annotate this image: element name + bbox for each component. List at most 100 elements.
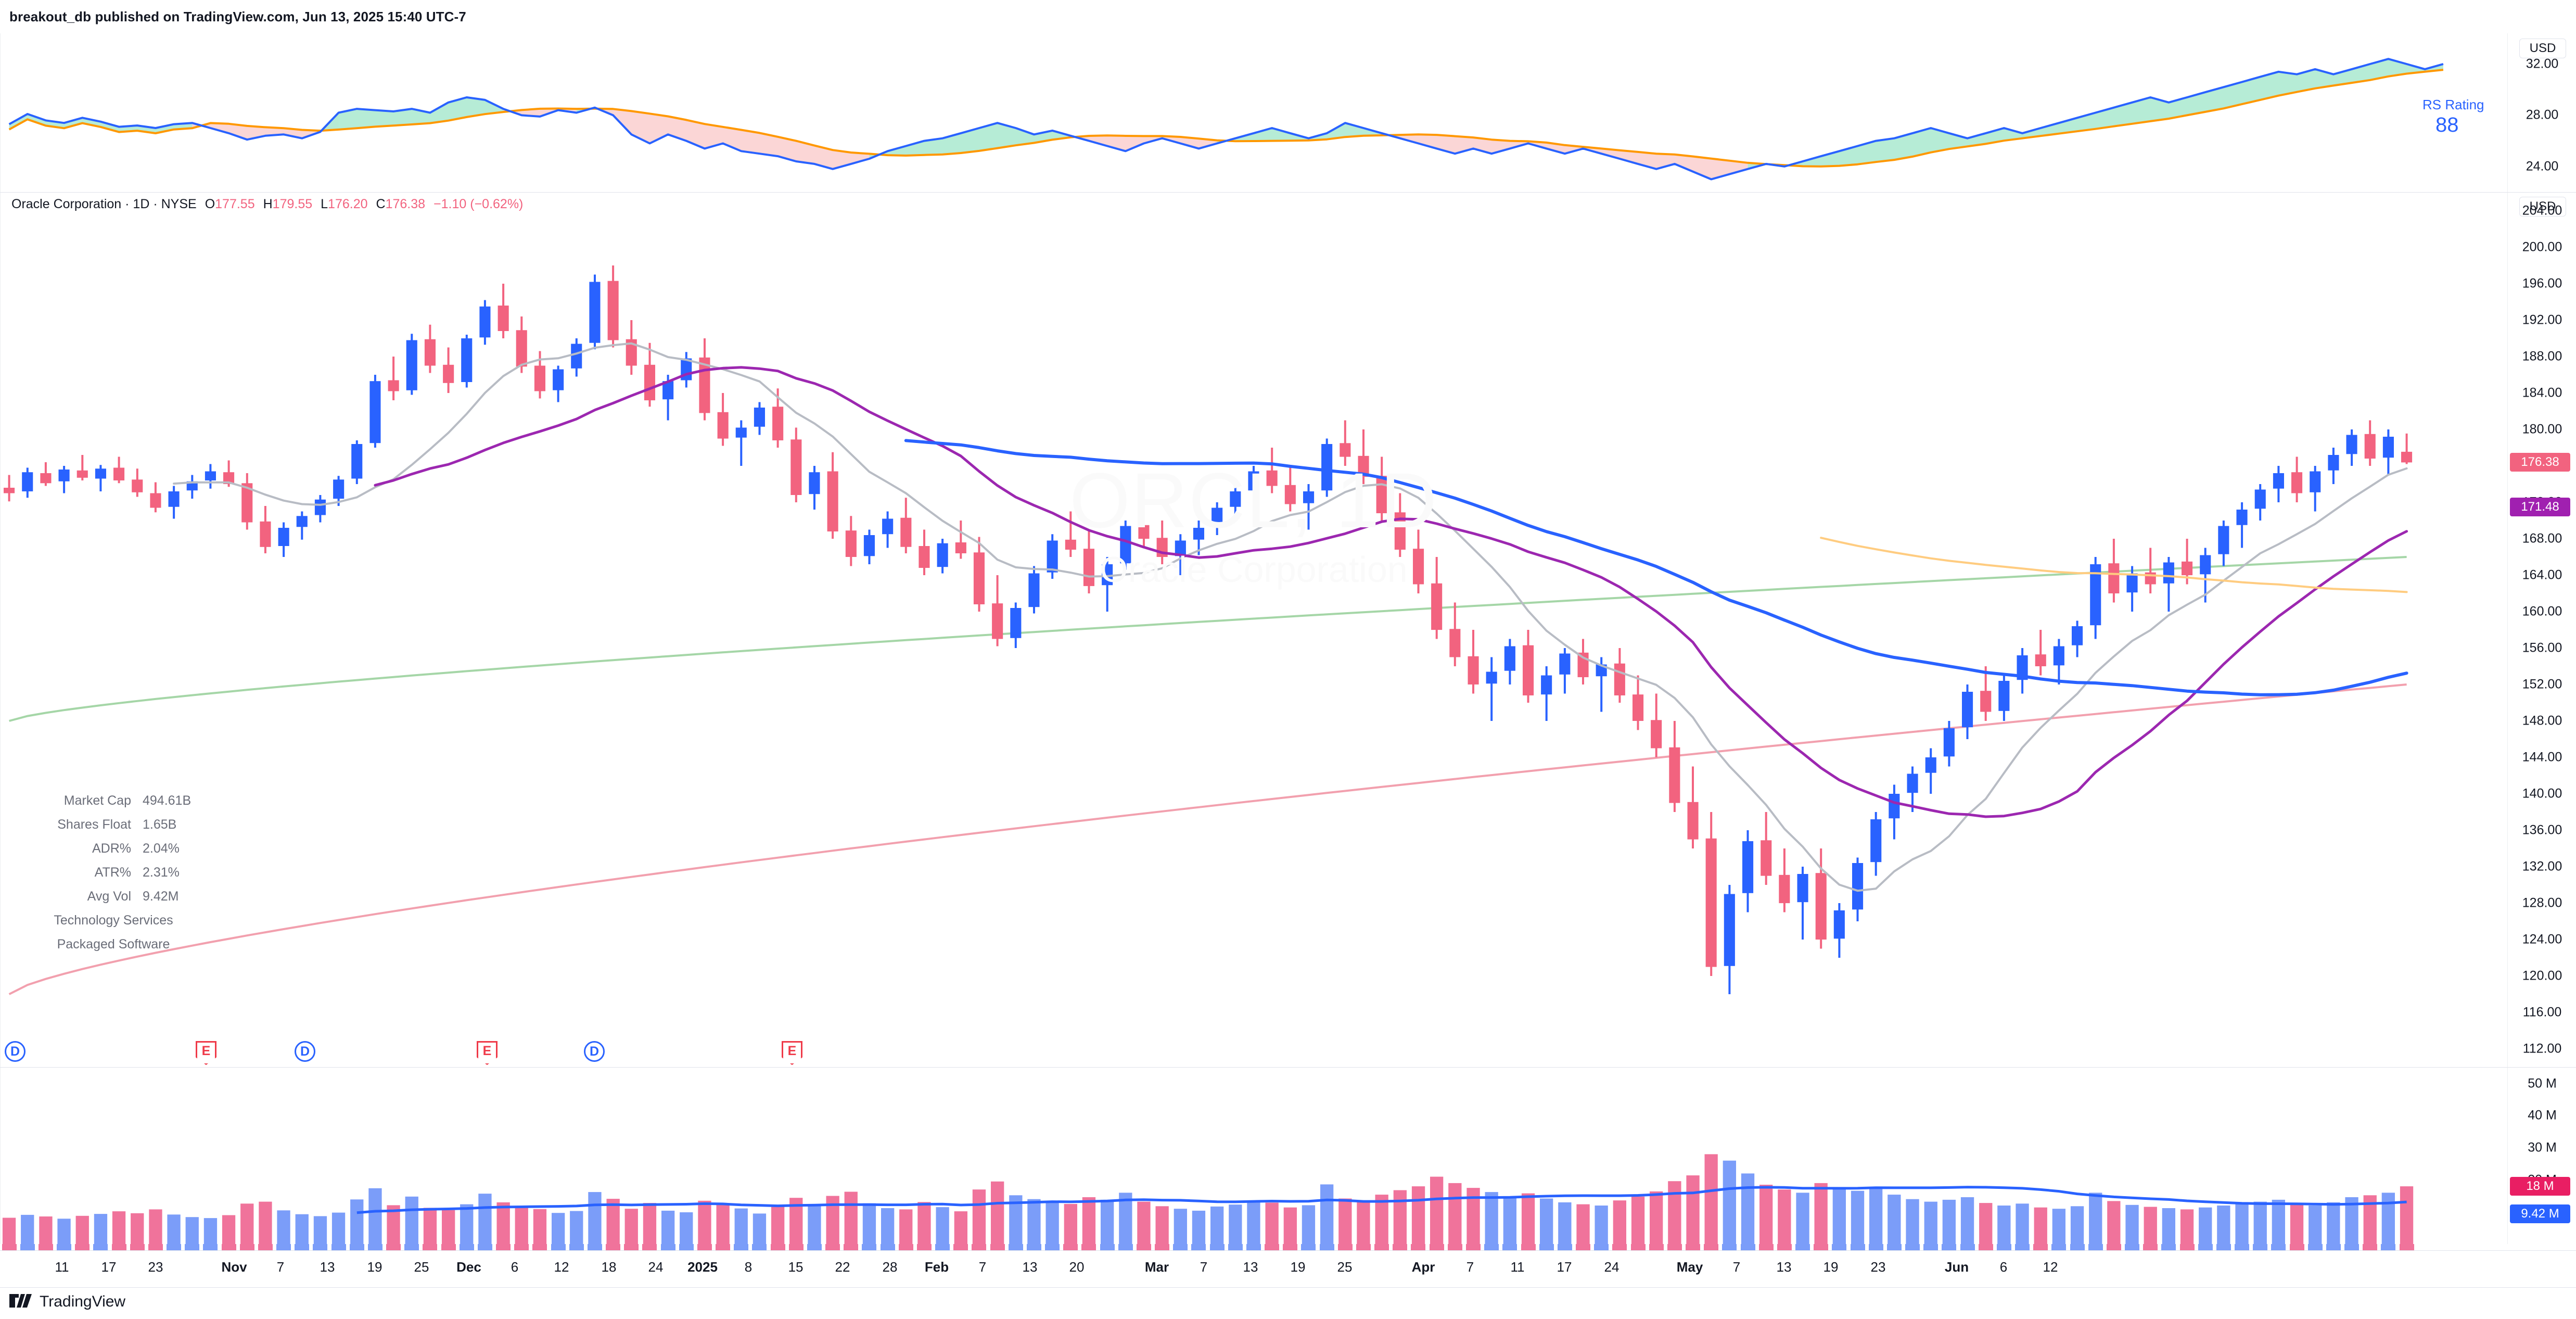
price-axis-tick: 200.00 <box>2522 239 2562 255</box>
session-cell <box>20 1244 35 1250</box>
session-cell <box>185 1244 200 1250</box>
session-cell <box>1649 1244 1664 1250</box>
tradingview-brand-text: TradingView <box>40 1293 126 1310</box>
session-cell <box>1795 1244 1810 1250</box>
stats-key: Market Cap <box>63 793 131 808</box>
legend-high-value: 179.55 <box>272 197 313 211</box>
stats-industry: Packaged Software <box>11 932 215 956</box>
session-cell <box>1886 1244 1902 1250</box>
chart-legend[interactable]: Oracle Corporation · 1D · NYSE O 177.55 … <box>11 197 523 212</box>
session-cell <box>221 1244 236 1250</box>
session-cell <box>1612 1244 1627 1250</box>
stats-row: ATR% 2.31% <box>11 860 215 884</box>
session-cell <box>2271 1244 2286 1250</box>
session-cell <box>734 1244 749 1250</box>
session-cell <box>1923 1244 1939 1250</box>
volume-plot[interactable] <box>0 1068 2507 1244</box>
legend-symbol[interactable]: Oracle Corporation · 1D · NYSE <box>11 197 197 211</box>
dividend-marker[interactable]: D <box>584 1041 605 1062</box>
tradingview-footer[interactable]: TradingView <box>9 1293 125 1311</box>
time-axis-tick: 7 <box>1200 1259 1208 1275</box>
session-cell <box>1667 1244 1682 1250</box>
candlestick-plot[interactable] <box>0 193 2507 1067</box>
earnings-marker[interactable]: E <box>477 1041 498 1065</box>
time-axis-tick: Feb <box>924 1259 949 1275</box>
time-axis-tick: 24 <box>648 1259 664 1275</box>
time-axis-bottom-border <box>0 1287 2576 1288</box>
session-cell <box>148 1244 163 1250</box>
time-axis-tick: 13 <box>320 1259 335 1275</box>
publish-header: breakout_db published on TradingView.com… <box>0 0 2576 33</box>
price-axis-tick: 180.00 <box>2522 422 2562 437</box>
session-cell <box>972 1244 987 1250</box>
session-cell <box>898 1244 913 1250</box>
rs-rating-plot[interactable] <box>0 33 2507 192</box>
stats-key: Avg Vol <box>87 889 131 904</box>
session-cell <box>1594 1244 1609 1250</box>
session-cell <box>1502 1244 1517 1250</box>
time-axis-tick: 12 <box>554 1259 569 1275</box>
volume-pane: 50 M40 M30 M20 M18 M9.42 M <box>0 1068 2576 1244</box>
session-cell <box>93 1244 108 1250</box>
session-cell <box>331 1244 346 1250</box>
legend-open-value: 177.55 <box>215 197 255 211</box>
rs-currency-pill[interactable]: USD <box>2519 39 2566 58</box>
time-axis-tick: 19 <box>367 1259 382 1275</box>
dividend-marker[interactable]: D <box>5 1041 25 1062</box>
price-axis-badge[interactable]: 171.48 <box>2510 498 2570 517</box>
rs-rating-value: 88 <box>2435 113 2459 136</box>
session-cell <box>57 1244 72 1250</box>
session-cell <box>496 1244 511 1250</box>
rs-rating-price-axis[interactable]: USD 32.00 28.00 24.00 <box>2507 33 2576 192</box>
legend-close-key: C <box>376 197 386 211</box>
session-cell <box>1374 1244 1389 1250</box>
session-cell <box>1026 1244 1041 1250</box>
time-axis[interactable]: 11 17 23 Nov 7 13 19 25 Dec 6 12 18 24 2025 8 15 22 28 Feb… <box>0 1250 2576 1288</box>
session-cell <box>1868 1244 1883 1250</box>
session-cell <box>862 1244 877 1250</box>
session-cell <box>2 1244 17 1250</box>
legend-low-value: 176.20 <box>328 197 368 211</box>
session-cell <box>752 1244 767 1250</box>
earnings-marker[interactable]: E <box>196 1041 216 1065</box>
price-axis-tick: 140.00 <box>2522 786 2562 801</box>
volume-axis[interactable]: 50 M40 M30 M20 M18 M9.42 M <box>2507 1068 2576 1244</box>
session-cell <box>1905 1244 1920 1250</box>
price-axis-tick: 120.00 <box>2522 968 2562 983</box>
price-axis-tick: 124.00 <box>2522 932 2562 947</box>
session-cell <box>788 1244 804 1250</box>
stats-row: Avg Vol 9.42M <box>11 884 215 908</box>
pane-separator-1[interactable] <box>0 192 2576 193</box>
time-axis-tick: May <box>1676 1259 1703 1275</box>
price-axis[interactable]: USD 204.00 200.00 196.00 192.00 188.00 184.00… <box>2507 193 2576 1067</box>
session-cell <box>2307 1244 2323 1250</box>
price-axis-tick: 164.00 <box>2522 567 2562 582</box>
time-axis-tick: 19 <box>1290 1259 1306 1275</box>
session-cell <box>1081 1244 1096 1250</box>
pane-separator-2[interactable] <box>0 1067 2576 1068</box>
price-currency-pill[interactable]: USD <box>2519 197 2566 217</box>
tradingview-logo-icon <box>9 1294 32 1310</box>
dividend-marker[interactable]: D <box>295 1041 315 1062</box>
time-axis-tick: Nov <box>221 1259 247 1275</box>
session-cell <box>1960 1244 1975 1250</box>
session-cell <box>295 1244 310 1250</box>
price-axis-tick: 168.00 <box>2522 531 2562 546</box>
price-axis-badge[interactable]: 176.38 <box>2510 453 2570 472</box>
stats-key: Shares Float <box>57 817 131 832</box>
session-cell <box>1557 1244 1572 1250</box>
volume-axis-badge[interactable]: 9.42 M <box>2510 1204 2570 1223</box>
price-axis-tick: 192.00 <box>2522 312 2562 327</box>
pane-left-edge <box>0 193 1 1067</box>
session-cell <box>239 1244 254 1250</box>
session-cell <box>1411 1244 1426 1250</box>
volume-axis-badge[interactable]: 18 M <box>2510 1177 2570 1196</box>
session-cell <box>2289 1244 2304 1250</box>
session-cell <box>1356 1244 1371 1250</box>
session-cell <box>2088 1244 2103 1250</box>
session-cell <box>1118 1244 1133 1250</box>
time-axis-tick: 28 <box>882 1259 898 1275</box>
earnings-marker[interactable]: E <box>782 1041 802 1065</box>
session-cell <box>167 1244 182 1250</box>
